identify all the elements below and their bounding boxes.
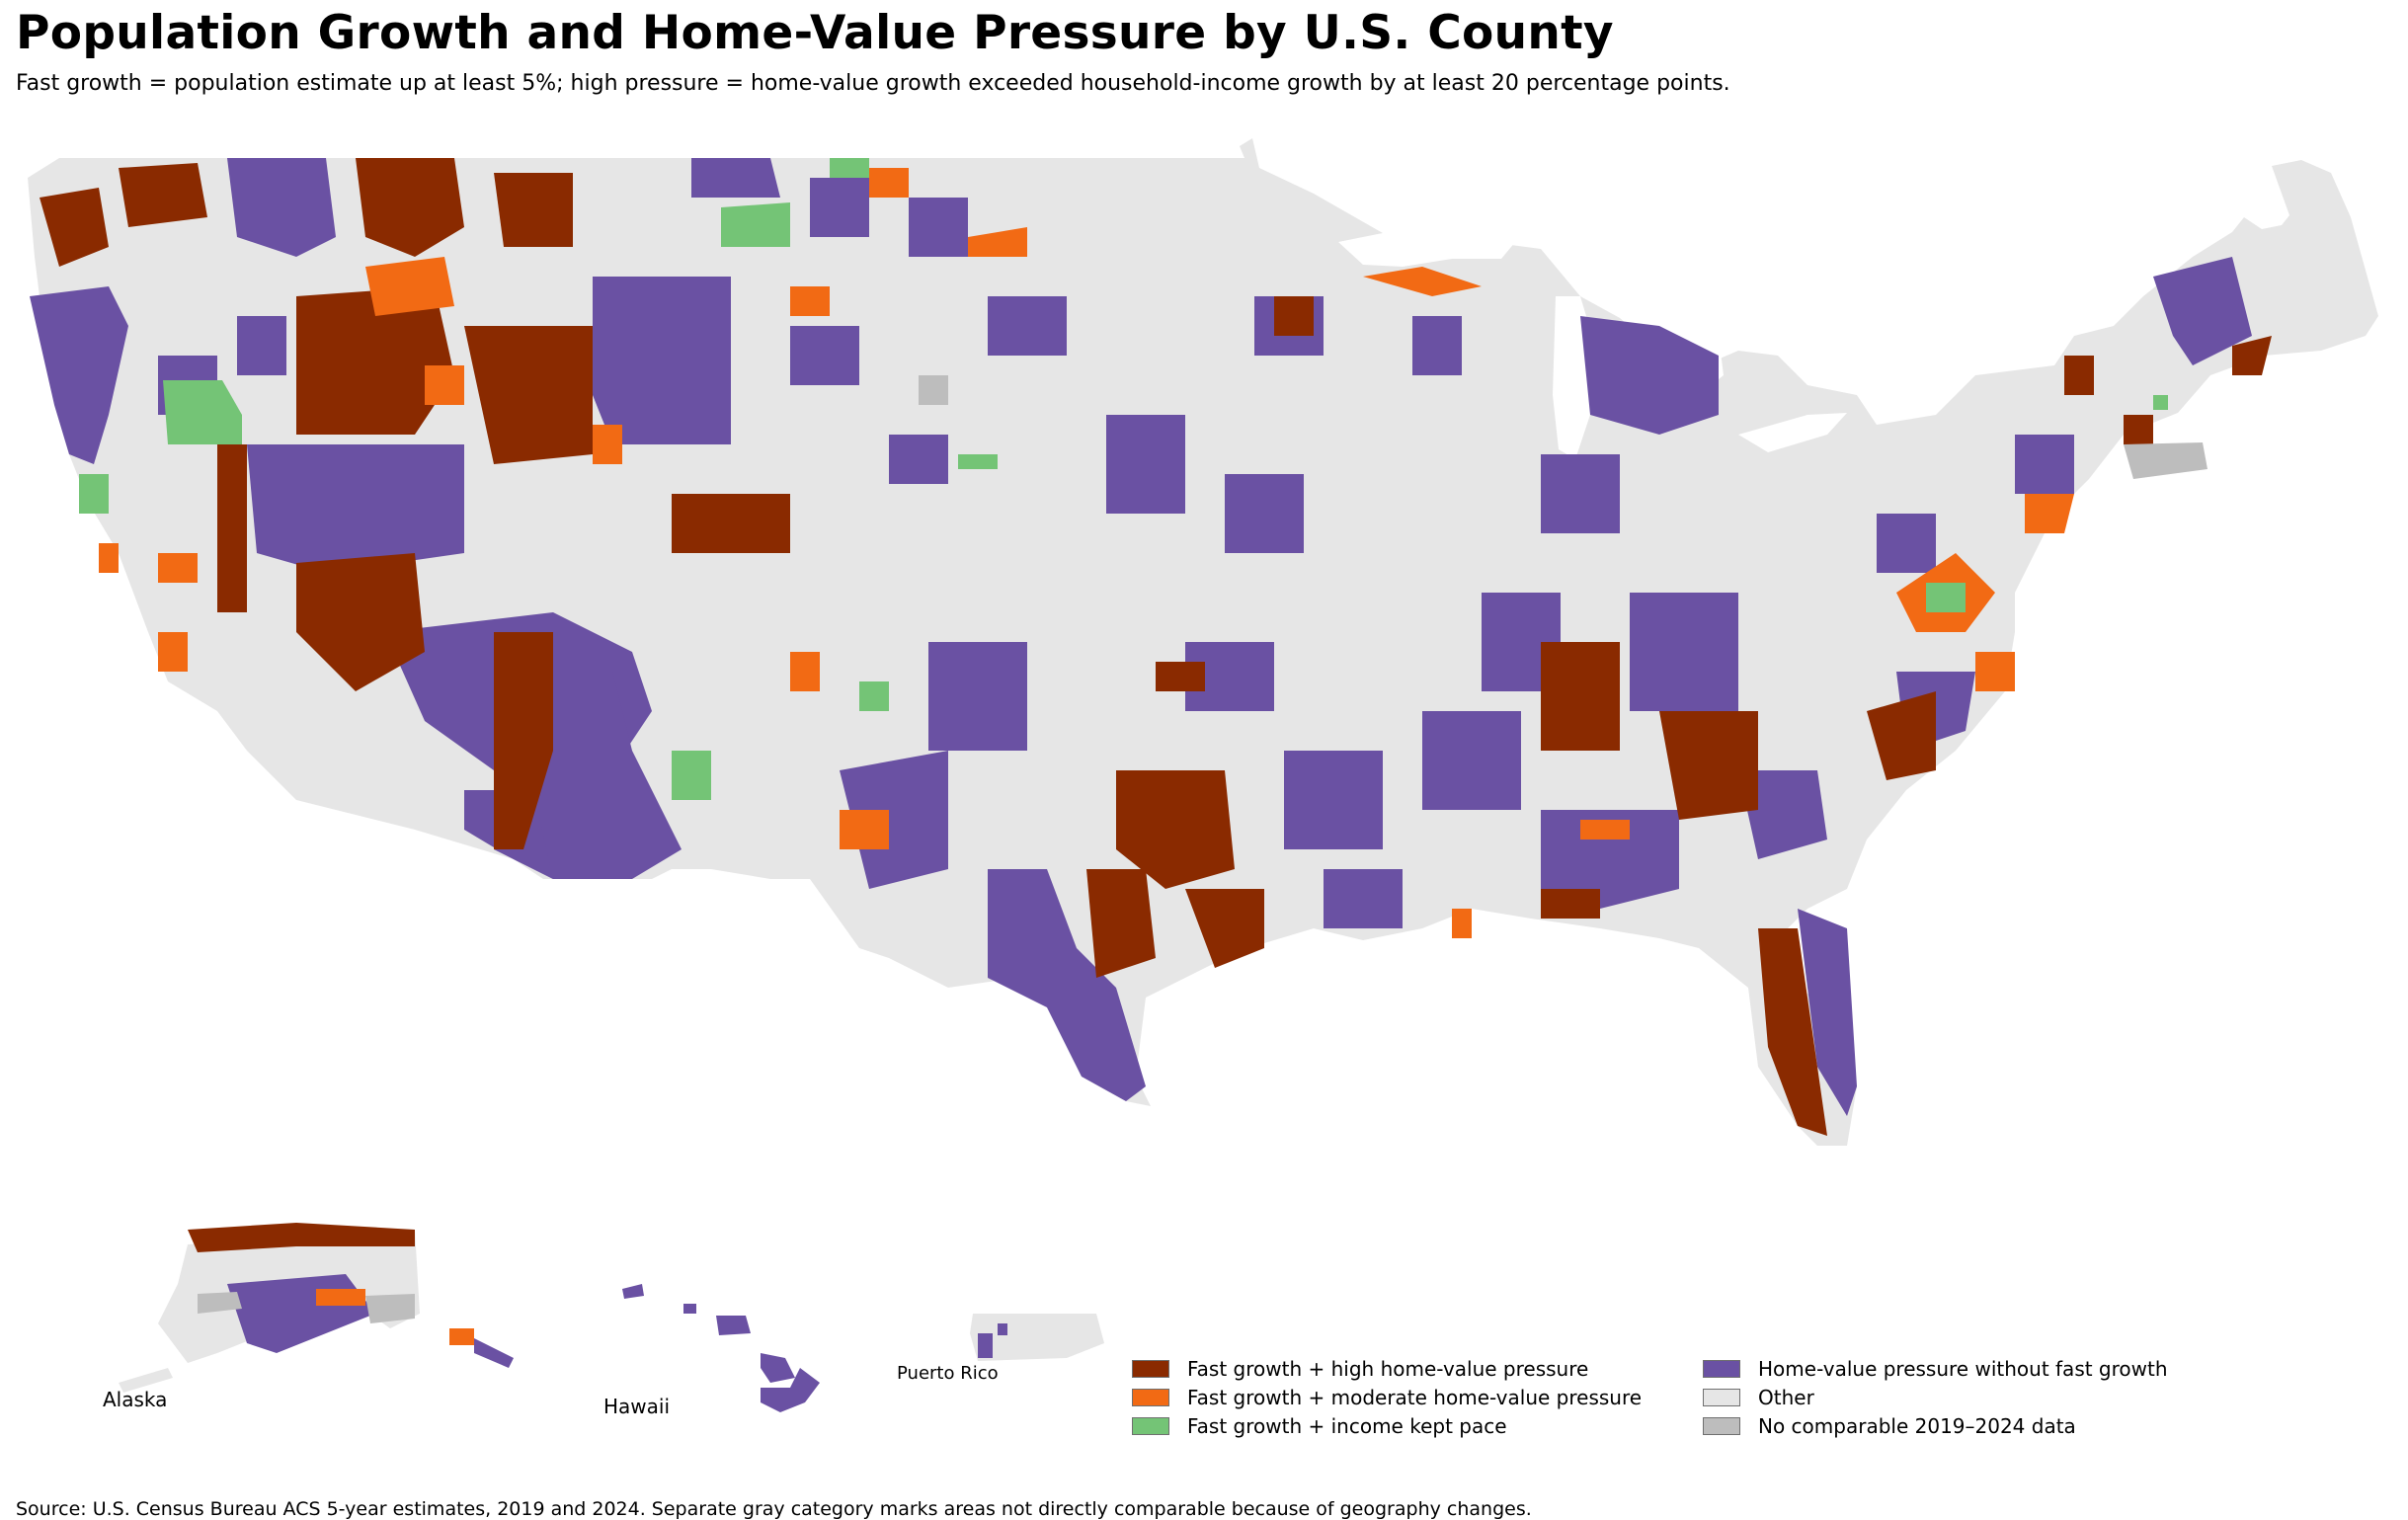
legend-item-other: Other [1703,1386,1814,1409]
legend-label: Other [1758,1386,1814,1409]
legend-item-fast-kept-pace: Fast growth + income kept pace [1132,1414,1507,1438]
legend-item-no-data: No comparable 2019–2024 data [1703,1414,2076,1438]
legend-item-pressure-only: Home-value pressure without fast growth [1703,1357,2168,1381]
lake-erie [1738,413,1847,452]
legend-swatch-no-data [1703,1417,1740,1435]
source-note: Source: U.S. Census Bureau ACS 5-year es… [16,1498,1532,1520]
legend-label: Fast growth + moderate home-value pressu… [1187,1386,1643,1409]
legend-label: Home-value pressure without fast growth [1758,1357,2168,1381]
legend-swatch-other [1703,1389,1740,1406]
lake-superior [1338,225,1521,267]
alaska-label: Alaska [103,1388,168,1411]
hawaii-label: Hawaii [603,1395,671,1418]
legend-swatch-pressure-only [1703,1360,1740,1378]
puerto-rico-label: Puerto Rico [897,1363,999,1384]
legend-item-fast-high: Fast growth + high home-value pressure [1132,1357,1588,1381]
legend: Fast growth + high home-value pressure F… [1132,1357,2228,1448]
legend-swatch-fast-moderate [1132,1389,1169,1406]
puerto-rico-inset [970,1314,1104,1361]
alaska-inset [119,1223,514,1393]
legend-swatch-fast-high [1132,1360,1169,1378]
legend-label: No comparable 2019–2024 data [1758,1414,2076,1438]
lake-ontario [1857,387,1946,407]
legend-swatch-fast-kept-pace [1132,1417,1169,1435]
legend-item-fast-moderate: Fast growth + moderate home-value pressu… [1132,1386,1642,1409]
map-title: Population Growth and Home-Value Pressur… [16,6,1614,60]
legend-label: Fast growth + income kept pace [1187,1414,1507,1438]
hawaii-inset [622,1284,820,1412]
legend-label: Fast growth + high home-value pressure [1187,1357,1589,1381]
map-subtitle: Fast growth = population estimate up at … [16,71,1730,96]
